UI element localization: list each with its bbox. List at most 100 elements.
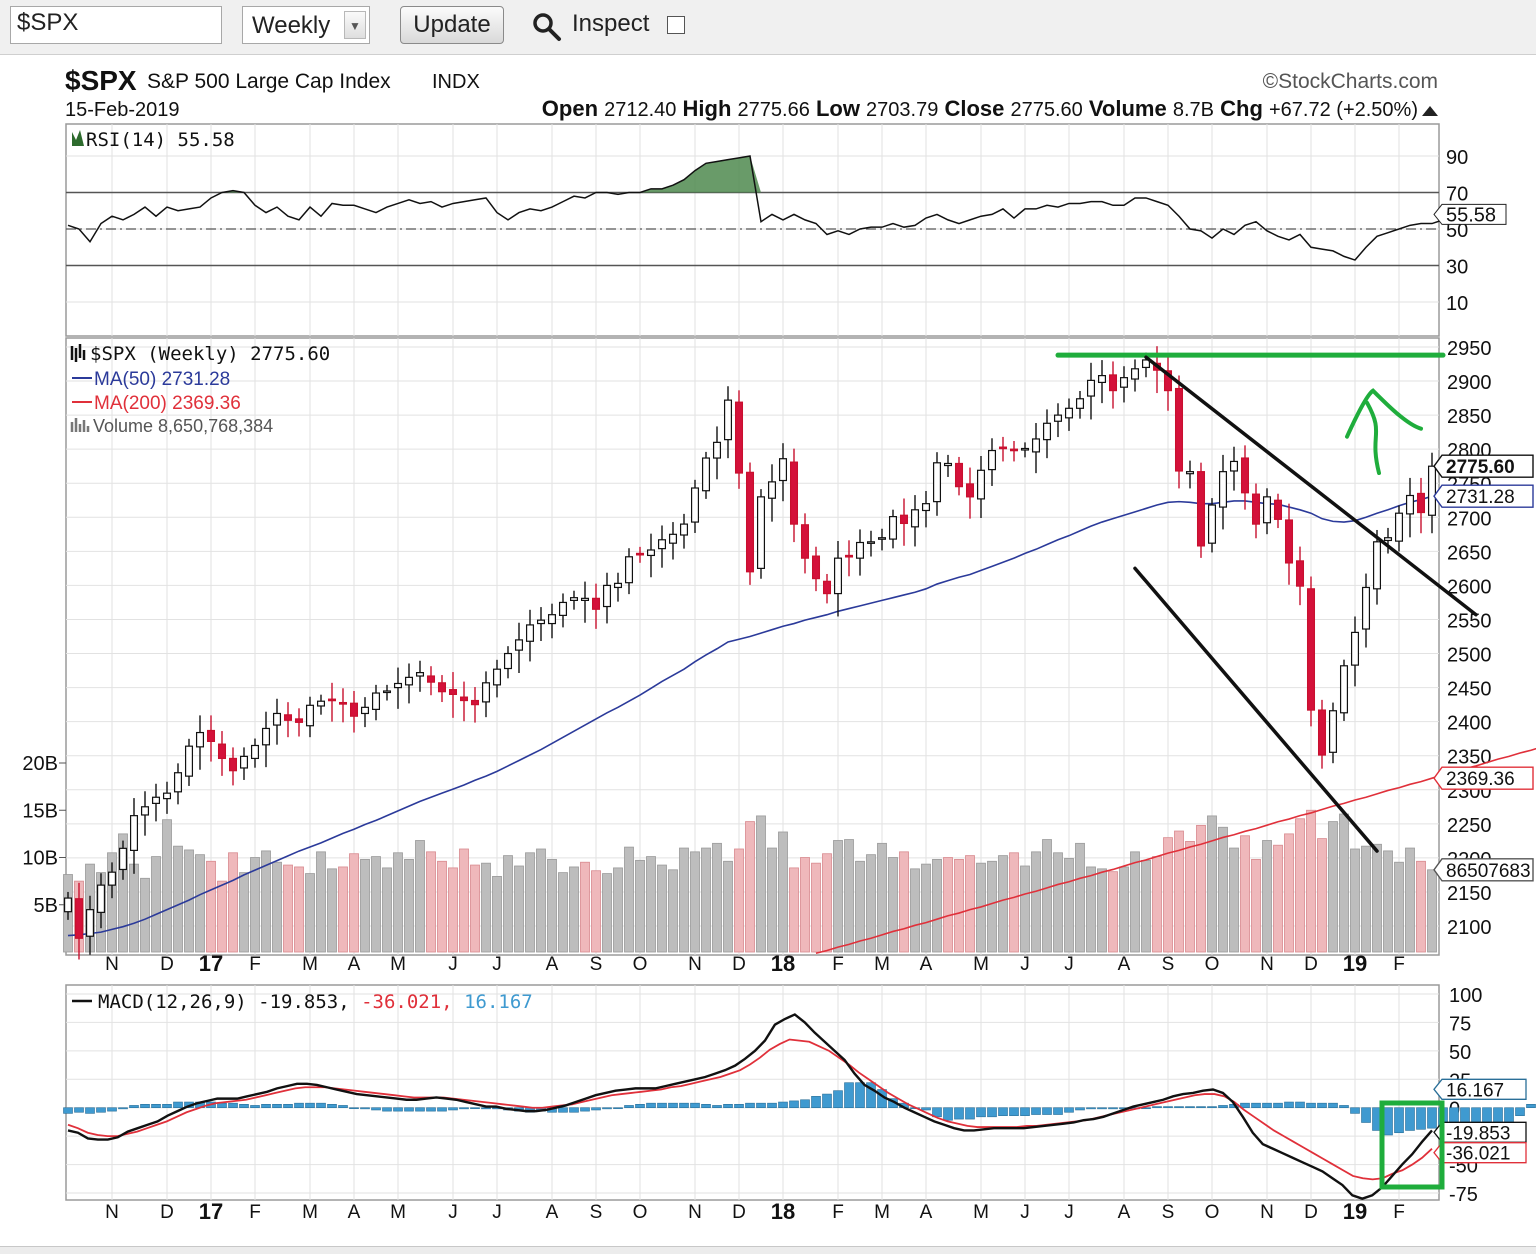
change-up-arrow-icon: [1422, 106, 1438, 116]
macd-histogram-bar: [1240, 1102, 1250, 1109]
volume-bar: [1207, 815, 1217, 953]
macd-histogram-bar: [118, 1107, 128, 1110]
x-tick-label: O: [1205, 1202, 1220, 1223]
candle-body: [1196, 471, 1206, 547]
price-tick-label: 2700: [1447, 508, 1492, 530]
volume-bar: [272, 861, 282, 953]
volume-bar: [1218, 826, 1228, 953]
volume-bar: [833, 840, 843, 953]
x-tick-label: 19: [1343, 1199, 1367, 1224]
period-select[interactable]: Weekly ▼: [242, 6, 370, 44]
copyright: ©StockCharts.com: [1263, 70, 1438, 93]
candle-body: [338, 701, 348, 705]
volume-bar: [1394, 861, 1404, 953]
annotations: [1055, 352, 1478, 1190]
candle-body: [976, 469, 986, 500]
ohlc-key-volume: Volume: [1083, 96, 1173, 121]
candle-body: [1317, 709, 1327, 756]
macd-histogram-bar: [173, 1101, 183, 1109]
volume-bar: [283, 864, 293, 953]
macd-histogram-bar: [976, 1107, 986, 1118]
candle-body: [503, 652, 513, 670]
macd-histogram-bar: [1042, 1107, 1052, 1115]
candle-body: [1405, 494, 1415, 515]
candle-body: [734, 401, 744, 474]
volume-bar: [613, 867, 623, 953]
macd-histogram-bar: [800, 1099, 810, 1109]
volume-bar: [1064, 858, 1074, 953]
x-tick-label: J: [492, 954, 502, 975]
price-tick-label: 2100: [1447, 917, 1492, 939]
candle-body: [349, 702, 359, 717]
candle-body: [910, 509, 920, 528]
last-price-tag: [1433, 454, 1534, 478]
volume-bar: [118, 833, 128, 953]
candle-body: [811, 555, 821, 580]
x-tick-label: A: [348, 1202, 361, 1223]
candle-body: [1042, 422, 1052, 441]
macd-histogram-bar: [1416, 1107, 1426, 1130]
candle-body: [965, 483, 975, 498]
macd-legend: MACD(12,26,9) -19.853, -36.021, 16.167: [98, 991, 533, 1013]
volume-bar: [679, 847, 689, 953]
macd-histogram-bar: [1350, 1107, 1360, 1114]
rsi-line: [67, 155, 1455, 261]
volume-bar: [437, 860, 447, 953]
volume-bar: [789, 867, 799, 953]
x-tick-label: S: [1162, 1202, 1175, 1223]
candle-body: [294, 718, 304, 723]
chart: $SPX S&P 500 Large Cap Index INDX ©Stock…: [22, 65, 1536, 1224]
inspect-checkbox[interactable]: [667, 16, 685, 34]
candle-body: [1020, 447, 1030, 451]
x-tick-label: 19: [1343, 951, 1367, 976]
candle-body: [173, 772, 183, 793]
x-tick-label: M: [973, 1202, 989, 1223]
macd-histogram-bar: [415, 1107, 425, 1112]
candle-body: [1240, 457, 1250, 494]
rsi-last-value-tag: [1433, 203, 1507, 225]
bottom-scrollbar[interactable]: [0, 1246, 1536, 1254]
macd-histogram-bar: [74, 1107, 84, 1113]
macd-crossover-box: [1379, 1100, 1445, 1190]
header-name: S&P 500 Large Cap Index: [147, 70, 391, 93]
candle-body: [635, 552, 645, 556]
macd-histogram-bar: [283, 1104, 293, 1109]
macd-histogram-bar: [1339, 1105, 1349, 1109]
volume-bar: [1427, 869, 1437, 953]
candle-body: [1394, 512, 1404, 542]
macd-histogram-bar: [624, 1105, 634, 1109]
volume-bar: [778, 831, 788, 953]
macd-histogram-bar: [734, 1104, 744, 1109]
candle-body: [525, 624, 535, 642]
candle-body: [580, 597, 590, 601]
candle-body: [327, 698, 337, 702]
macd-histogram-bar: [833, 1090, 843, 1109]
macd-histogram-bar: [789, 1100, 799, 1109]
symbol-input[interactable]: $SPX: [10, 6, 222, 44]
volume-bar: [800, 857, 810, 953]
candle-body: [1174, 387, 1184, 472]
volume-bar: [1086, 866, 1096, 953]
rsi-tick-label: 50: [1446, 220, 1468, 242]
price-tick-label: 2400: [1447, 713, 1492, 735]
volume-bar: [1075, 842, 1085, 953]
volume-bar: [1317, 838, 1327, 953]
volume-bar: [107, 852, 117, 953]
macd-histogram-bar: [1174, 1106, 1184, 1109]
last-price-label: 2775.60: [1446, 457, 1515, 478]
chevron-down-icon[interactable]: ▼: [344, 11, 366, 39]
ohlc-value-high: 2775.66: [738, 99, 810, 121]
search-icon[interactable]: [532, 12, 562, 42]
macd-histogram-bar: [712, 1105, 722, 1109]
macd-tick-label: 100: [1449, 985, 1482, 1007]
candle-body: [602, 584, 612, 608]
ma50-value-tag: [1433, 484, 1534, 508]
candle-body: [195, 731, 205, 748]
macd-histogram-bar: [998, 1107, 1008, 1116]
update-button[interactable]: Update: [400, 6, 504, 44]
volume-bar: [844, 839, 854, 953]
macd-histogram-bar: [1097, 1107, 1107, 1110]
volume-bar: [558, 872, 568, 953]
volume-bar: [987, 860, 997, 953]
